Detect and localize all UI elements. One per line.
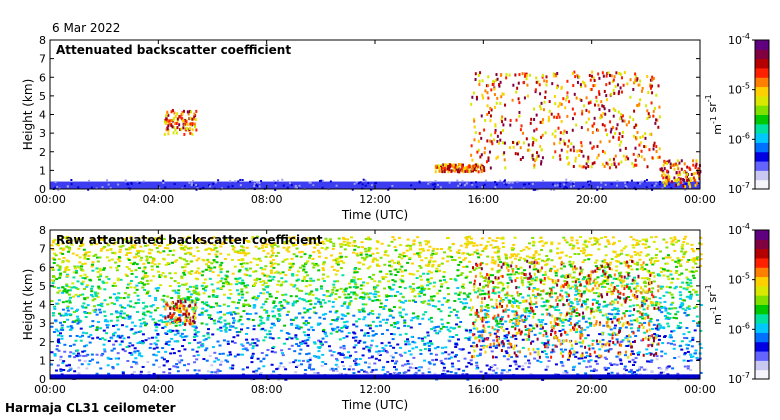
feature-cloud-3 <box>470 70 661 170</box>
colorbar-swatch <box>755 114 769 125</box>
x-tick-label: 20:00 <box>576 383 608 396</box>
colorbar-unit: m-1 sr-1 <box>704 284 724 324</box>
colorbar-label: 10-7 <box>728 181 750 196</box>
heatmap-panel-2 <box>49 229 703 381</box>
x-tick-label: 16:00 <box>467 383 499 396</box>
x-tick-label: 00:00 <box>684 383 716 396</box>
x-tick-label: 12:00 <box>359 193 391 206</box>
colorbar-swatch <box>755 369 769 380</box>
x-tick-label: 08:00 <box>251 383 283 396</box>
colorbar-swatch <box>755 133 769 143</box>
feature-cloud-1 <box>163 109 198 136</box>
colorbar-label: 10-5 <box>728 82 750 97</box>
colorbar-swatch <box>755 123 769 134</box>
colorbar-swatch <box>755 351 769 361</box>
colorbar-swatch <box>755 248 769 259</box>
x-axis-label: Time (UTC) <box>341 208 408 222</box>
x-tick-label: 00:00 <box>34 193 66 206</box>
colorbar-swatch <box>755 304 769 315</box>
y-tick-label: 1 <box>39 164 46 177</box>
panel-title-2: Raw attenuated backscatter coefficient <box>56 233 323 247</box>
y-tick-label: 4 <box>39 109 46 122</box>
colorbar-swatch <box>755 67 769 78</box>
colorbar-swatch <box>755 257 769 268</box>
feature-cloud-1 <box>164 299 197 327</box>
colorbar-swatch <box>755 58 769 69</box>
colorbar-swatch <box>755 332 769 343</box>
heatmap-panel-1 <box>49 39 702 191</box>
y-tick-label: 2 <box>39 336 46 349</box>
x-tick-label: 00:00 <box>34 383 66 396</box>
colorbar-swatch <box>755 239 769 250</box>
y-tick-label: 2 <box>39 146 46 159</box>
feature-cloud-2 <box>434 163 486 174</box>
colorbar-swatch <box>755 267 769 278</box>
colorbar-swatch <box>755 360 769 371</box>
colorbar-2: 10-4 10-5 10-6 10-7 m-1 sr-1 <box>704 222 770 386</box>
colorbar-swatch <box>755 341 769 352</box>
date-label: 6 Mar 2022 <box>52 21 121 35</box>
y-tick-label: 6 <box>39 71 46 84</box>
y-tick-label: 7 <box>39 243 46 256</box>
colorbar-swatch <box>755 230 769 240</box>
y-tick-label: 4 <box>39 299 46 312</box>
y-tick-label: 5 <box>39 280 46 293</box>
x-axis-label: Time (UTC) <box>341 398 408 412</box>
colorbar-swatch <box>755 323 769 333</box>
x-tick-label: 12:00 <box>359 383 391 396</box>
colorbar-swatch <box>755 313 769 324</box>
colorbar-swatch <box>755 40 769 50</box>
y-tick-label: 3 <box>39 317 46 330</box>
colorbar-swatch <box>755 179 769 190</box>
y-tick-label: 1 <box>39 354 46 367</box>
y-tick-label: 3 <box>39 127 46 140</box>
feature-noise-0 <box>50 235 703 381</box>
x-tick-label: 04:00 <box>142 383 174 396</box>
y-tick-label: 0 <box>39 373 46 386</box>
y-tick-label: 7 <box>39 53 46 66</box>
colorbar-unit: m-1 sr-1 <box>704 94 724 134</box>
colorbar-label: 10-5 <box>728 272 750 287</box>
x-tick-label: 00:00 <box>684 193 716 206</box>
colorbar-swatch <box>755 49 769 60</box>
colorbar-swatch <box>755 161 769 171</box>
y-tick-label: 8 <box>39 34 46 47</box>
y-axis-label: Height (km) <box>21 269 35 340</box>
y-tick-label: 5 <box>39 90 46 103</box>
y-tick-label: 8 <box>39 224 46 237</box>
x-tick-label: 08:00 <box>251 193 283 206</box>
colorbar-swatch <box>755 151 769 162</box>
colorbar-label: 10-6 <box>728 131 750 146</box>
colorbar-label: 10-6 <box>728 321 750 336</box>
x-tick-label: 04:00 <box>142 193 174 206</box>
colorbar-swatch <box>755 86 769 97</box>
feature-cloud-2 <box>469 259 661 359</box>
colorbar-label: 10-4 <box>728 32 750 47</box>
colorbar-swatch <box>755 295 769 305</box>
colorbar-swatch <box>755 95 769 106</box>
x-tick-label: 20:00 <box>576 193 608 206</box>
y-tick-label: 6 <box>39 261 46 274</box>
colorbar-swatch <box>755 105 769 115</box>
colorbar-swatch <box>755 142 769 153</box>
colorbar-swatch <box>755 77 769 88</box>
x-tick-label: 16:00 <box>467 193 499 206</box>
colorbar-label: 10-7 <box>728 371 750 386</box>
colorbar-label: 10-4 <box>728 222 750 237</box>
colorbar-swatch <box>755 285 769 296</box>
colorbar-swatch <box>755 276 769 287</box>
panel-title-1: Attenuated backscatter coefficient <box>56 43 291 57</box>
footer-label: Harmaja CL31 ceilometer <box>5 401 176 415</box>
colorbar-swatch <box>755 170 769 181</box>
colorbar-1: 10-4 10-5 10-6 10-7 m-1 sr-1 <box>704 32 770 196</box>
y-tick-label: 0 <box>39 183 46 196</box>
y-axis-label: Height (km) <box>21 79 35 150</box>
